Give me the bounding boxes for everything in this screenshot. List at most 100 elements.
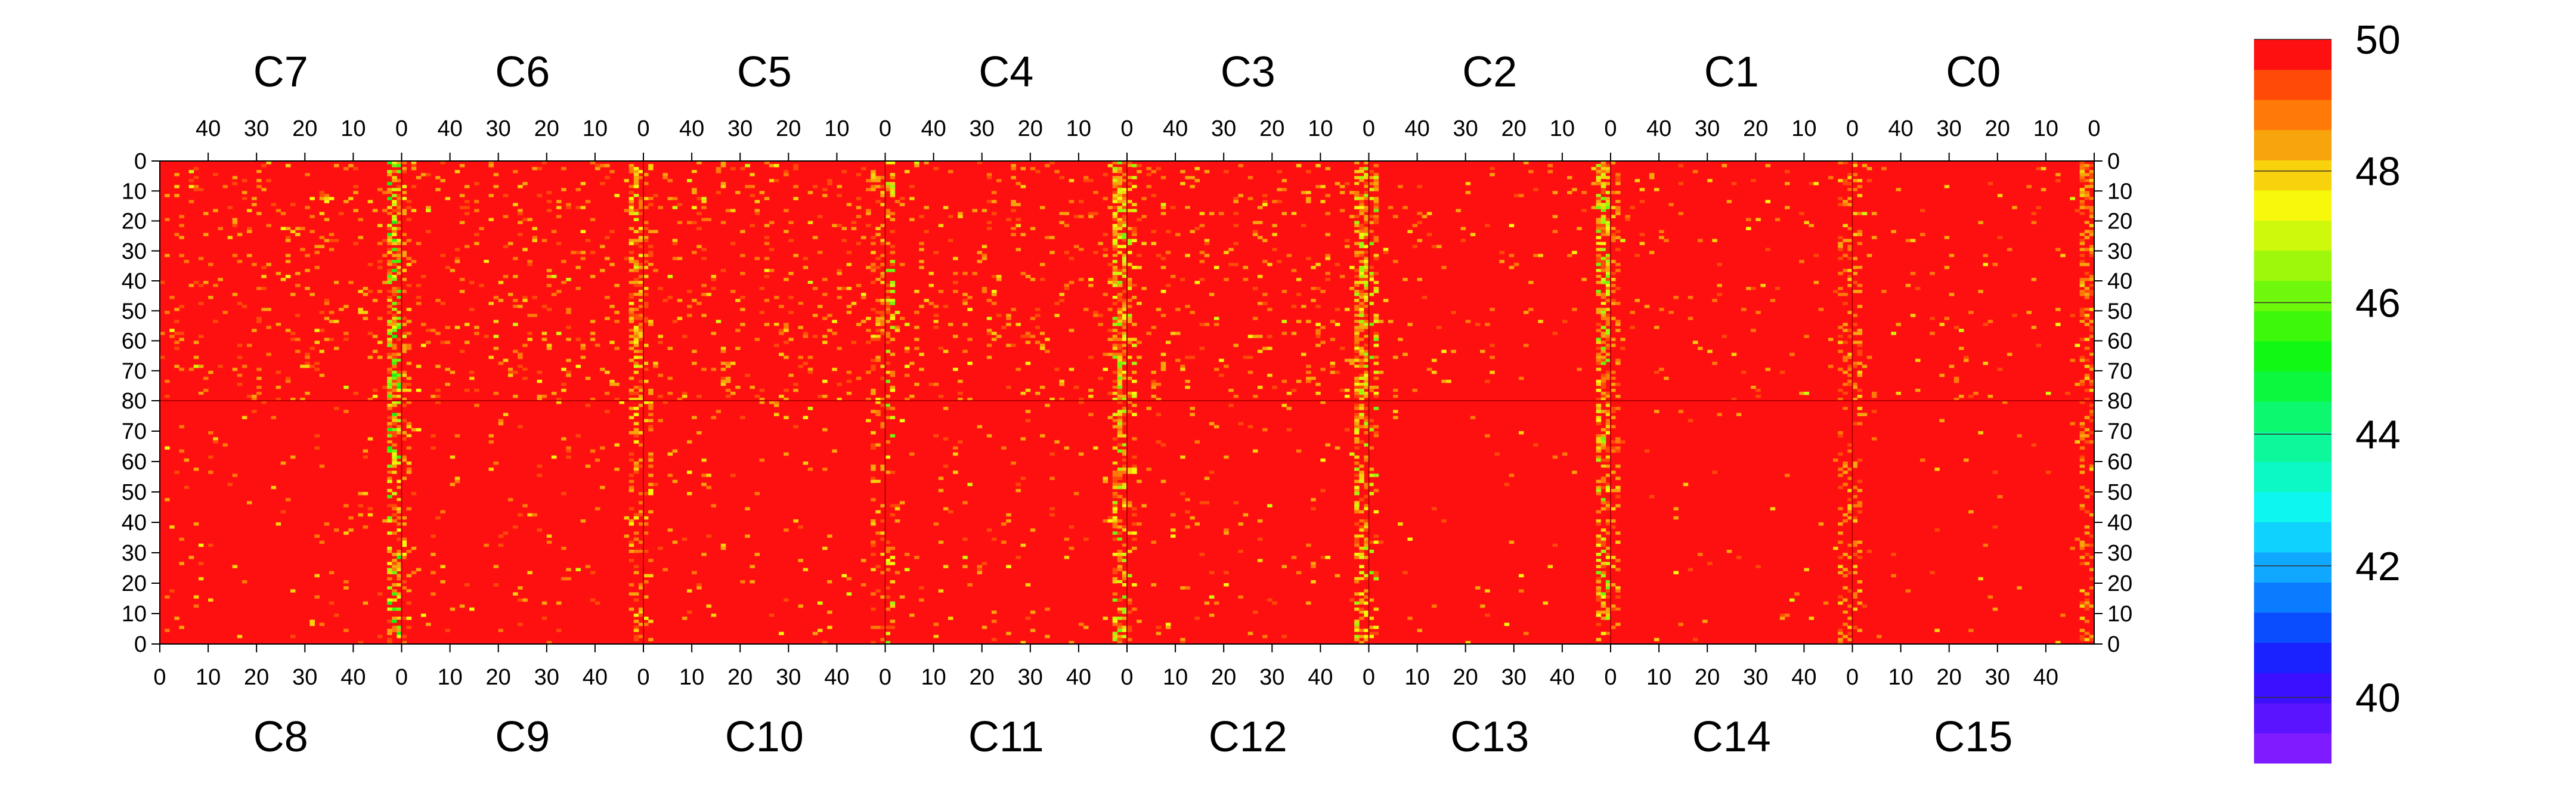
heatmap-cell <box>784 598 789 602</box>
heatmap-cell <box>580 422 586 426</box>
heatmap-cell <box>537 528 543 532</box>
heatmap-cell <box>532 239 537 243</box>
heatmap-cell <box>1813 253 1819 258</box>
heatmap-cell <box>880 194 886 197</box>
heatmap-cell <box>1127 242 1132 246</box>
heatmap-cell <box>440 179 445 182</box>
heatmap-cell <box>638 370 644 374</box>
heatmap-cell <box>1402 610 1408 614</box>
heatmap-cell <box>397 385 402 389</box>
heatmap-cell <box>1335 370 1340 374</box>
heatmap-cell <box>392 329 397 332</box>
heatmap-cell <box>1281 212 1287 215</box>
heatmap-cell <box>1664 376 1669 380</box>
heatmap-cell <box>358 227 364 230</box>
heatmap-cell <box>397 370 402 374</box>
heatmap-cell <box>1127 410 1132 413</box>
heatmap-cell <box>1354 182 1360 185</box>
heatmap-cell <box>899 197 905 200</box>
heatmap-cell <box>1605 482 1611 487</box>
heatmap-cell <box>633 637 639 642</box>
heatmap-cell <box>928 323 934 326</box>
heatmap-cell <box>503 215 509 218</box>
heatmap-cell <box>585 200 591 203</box>
heatmap-cell <box>1600 604 1606 608</box>
heatmap-cell <box>556 583 562 587</box>
heatmap-cell <box>1059 212 1064 215</box>
heatmap-cell <box>1779 617 1785 620</box>
heatmap-cell <box>397 553 402 556</box>
heatmap-cell <box>392 188 397 191</box>
heatmap-cell <box>1857 194 1863 197</box>
heatmap-cell <box>537 167 543 171</box>
heatmap-cell <box>1843 302 1848 305</box>
heatmap-cell <box>1615 531 1621 535</box>
heatmap-cell <box>1272 200 1277 203</box>
heatmap-cell <box>1600 434 1606 438</box>
heatmap-cell <box>638 510 644 514</box>
heatmap-cell <box>1838 221 1843 224</box>
heatmap-cell <box>566 446 571 450</box>
heatmap-cell <box>1122 326 1128 329</box>
heatmap-cell <box>1615 182 1621 185</box>
heatmap-cell <box>1117 323 1123 326</box>
heatmap-cell <box>750 185 755 188</box>
heatmap-cell <box>686 610 692 614</box>
heatmap-cell <box>1262 346 1268 350</box>
heatmap-cell <box>546 534 552 538</box>
heatmap-cell <box>638 323 644 326</box>
heatmap-cell <box>397 358 402 363</box>
heatmap-cell <box>1112 485 1118 490</box>
heatmap-cell <box>1354 194 1360 197</box>
heatmap-cell <box>1025 583 1031 587</box>
heatmap-cell <box>633 179 639 182</box>
heatmap-cell <box>880 519 886 523</box>
heatmap-cell <box>1881 290 1887 293</box>
heatmap-cell <box>1132 583 1137 587</box>
heatmap-cell <box>1373 407 1379 410</box>
heatmap-cell <box>1847 203 1853 206</box>
heatmap-cell <box>638 206 644 209</box>
heatmap-cell <box>406 236 412 240</box>
heatmap-cell <box>324 299 330 302</box>
heatmap-cell <box>1354 364 1360 369</box>
heatmap-cell <box>1364 290 1369 293</box>
heatmap-cell <box>1199 323 1205 326</box>
heatmap-cell <box>1600 164 1606 168</box>
heatmap-cell <box>1315 382 1321 386</box>
heatmap-cell <box>1180 277 1185 281</box>
heatmap-cell <box>1349 452 1355 456</box>
heatmap-cell <box>1843 268 1848 273</box>
heatmap-cell <box>1103 247 1108 252</box>
heatmap-cell <box>1291 305 1297 308</box>
heatmap-cell <box>1117 382 1123 386</box>
heatmap-cell <box>397 206 402 209</box>
heatmap-cell <box>648 244 654 249</box>
heatmap-cell <box>1596 361 1602 366</box>
heatmap-cell <box>319 194 325 197</box>
heatmap-cell <box>638 197 644 200</box>
heatmap-cell <box>1122 277 1128 281</box>
heatmap-cell <box>184 302 190 305</box>
heatmap-cell <box>595 346 600 350</box>
heatmap-cell <box>648 401 654 404</box>
heatmap-cell <box>1596 203 1602 206</box>
heatmap-cell <box>1843 293 1848 296</box>
heatmap-cell <box>590 332 596 335</box>
heatmap-cell <box>1368 540 1374 544</box>
heatmap-cell <box>720 367 726 371</box>
heatmap-cell <box>600 485 605 490</box>
heatmap-cell <box>1112 296 1118 299</box>
heatmap-cell <box>1838 227 1843 230</box>
heatmap-cell <box>1605 452 1611 456</box>
heatmap-cell <box>1611 161 1616 165</box>
heatmap-cell <box>1359 361 1364 366</box>
heatmap-cell <box>1156 382 1162 386</box>
heatmap-cell <box>353 167 358 171</box>
heatmap-cell <box>1107 352 1113 357</box>
heatmap-cell <box>1088 388 1094 392</box>
heatmap-cell <box>1615 394 1621 398</box>
heatmap-cell <box>822 188 828 191</box>
heatmap-cell <box>252 370 257 374</box>
heatmap-cell <box>720 376 726 380</box>
